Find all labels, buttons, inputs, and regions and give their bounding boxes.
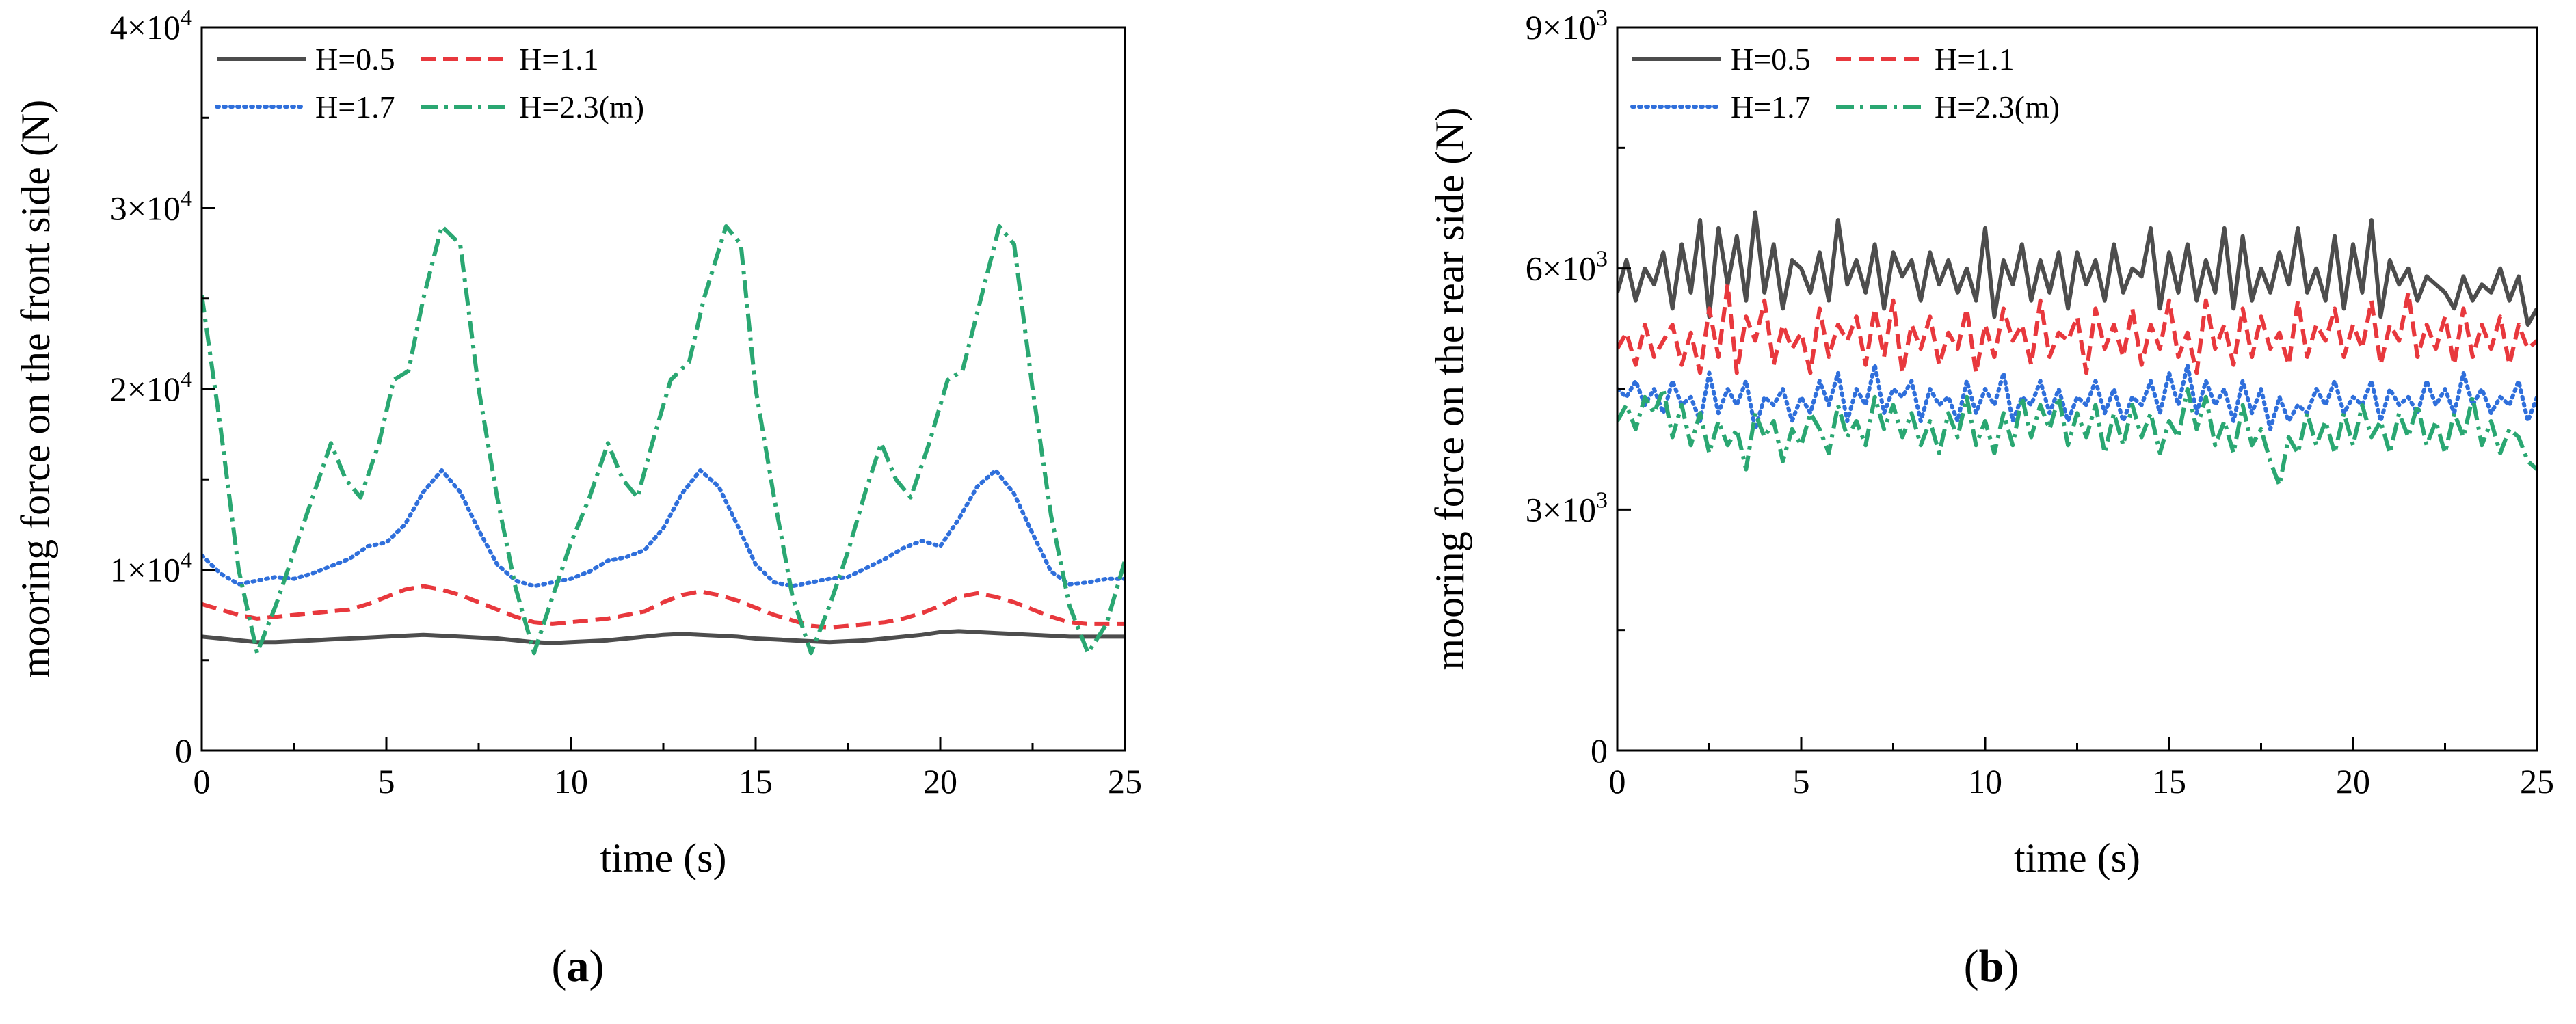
x-tick-label: 20 (923, 762, 957, 800)
legend: H=0.5 H=1.1 H=1.7 H=2.3(m) (1630, 42, 2060, 124)
y-axis-label: mooring force on the front side (N) (13, 100, 58, 678)
x-tick-label: 15 (739, 762, 773, 800)
series-line-h11 (202, 584, 1125, 630)
y-tick-label: 9×103 (1526, 5, 1608, 46)
panel-label: (b) (1964, 941, 2019, 991)
x-tick-label: 5 (1793, 762, 1810, 800)
legend-label: H=0.5 (1731, 42, 1811, 77)
series-line-h11 (1617, 282, 2537, 375)
series-group (1617, 210, 2537, 488)
y-tick-label: 3×103 (1526, 487, 1608, 528)
panel-a: 0 5 10 15 20 25 0 1×104 2×104 3×104 4×104 time (s) m… (13, 5, 1142, 991)
legend-label: H=2.3(m) (519, 90, 644, 124)
x-tick-label: 0 (1609, 762, 1626, 800)
x-tick-label: 10 (554, 762, 588, 800)
legend-label: H=1.7 (1731, 90, 1811, 124)
legend: H=0.5 H=1.1 H=1.7 H=2.3(m) (215, 42, 644, 124)
legend-label: H=1.1 (519, 42, 599, 77)
y-tick-label: 1×104 (110, 548, 192, 589)
series-line-h05 (202, 629, 1125, 645)
panel-b: 0 5 10 15 20 25 0 3×103 6×103 9×103 time (s) moorin… (1427, 5, 2554, 991)
series-line-h17 (202, 468, 1125, 589)
y-tick-label: 6×103 (1526, 247, 1608, 288)
x-axis-label: time (s) (2014, 835, 2140, 880)
y-tick-label: 4×104 (110, 5, 192, 46)
legend-label: H=1.1 (1935, 42, 2015, 77)
y-axis-label: mooring force on the rear side (N) (1427, 107, 1472, 670)
panel-label: (a) (552, 941, 605, 991)
series-line-h17 (1617, 362, 2537, 431)
series-line-h23m (1617, 387, 2537, 488)
legend-label: H=1.7 (315, 90, 395, 124)
x-tick-label: 0 (194, 762, 211, 800)
x-tick-label: 25 (1108, 762, 1142, 800)
x-tick-label: 25 (2520, 762, 2554, 800)
y-tick-label: 0 (175, 731, 192, 770)
x-tick-label: 20 (2336, 762, 2370, 800)
x-tick-label: 10 (1968, 762, 2002, 800)
series-group (202, 224, 1125, 656)
legend-label: H=0.5 (315, 42, 395, 77)
plot-frame (1616, 26, 2538, 752)
y-tick-label: 3×104 (110, 187, 192, 228)
y-tick-label: 2×104 (110, 367, 192, 408)
series-line-h05 (1617, 210, 2537, 327)
y-tick-label: 0 (1591, 731, 1608, 770)
series-line-h23m (202, 224, 1125, 656)
plot-frame (200, 26, 1126, 752)
x-tick-label: 15 (2152, 762, 2186, 800)
x-tick-label: 5 (378, 762, 395, 800)
legend-label: H=2.3(m) (1935, 90, 2060, 124)
x-axis-label: time (s) (600, 835, 727, 880)
